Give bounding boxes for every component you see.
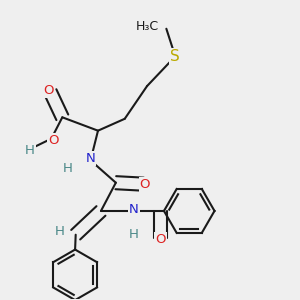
Text: O: O bbox=[49, 134, 59, 147]
Text: H: H bbox=[129, 228, 139, 241]
Text: H: H bbox=[62, 162, 72, 175]
Text: S: S bbox=[170, 49, 180, 64]
Text: O: O bbox=[140, 178, 150, 191]
Text: N: N bbox=[86, 152, 95, 165]
Text: O: O bbox=[155, 233, 166, 246]
Text: H: H bbox=[54, 225, 64, 238]
Text: H: H bbox=[25, 144, 34, 158]
Text: H₃C: H₃C bbox=[136, 20, 159, 33]
Text: N: N bbox=[129, 203, 139, 216]
Text: O: O bbox=[44, 84, 54, 97]
